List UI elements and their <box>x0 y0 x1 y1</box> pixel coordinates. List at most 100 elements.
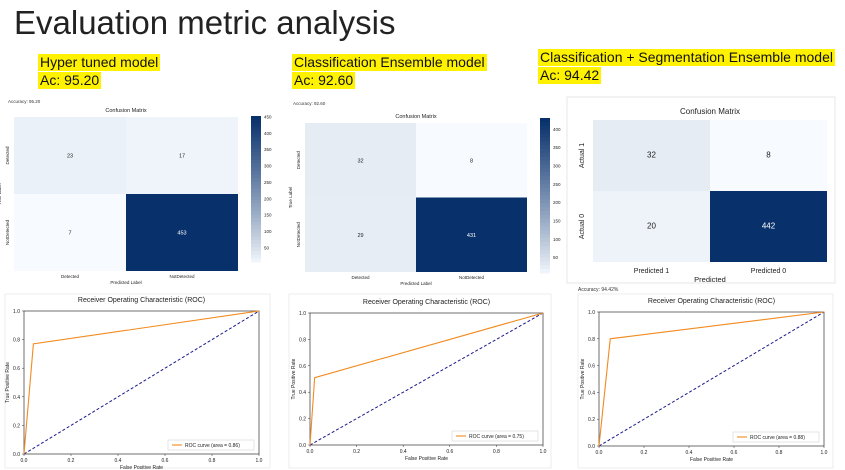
cm2-cell-value: 8 <box>470 158 473 164</box>
colorbar-segment <box>540 226 550 231</box>
cm2-cell-value: 431 <box>467 233 476 239</box>
cm3-xlabel: Predicted <box>694 275 726 284</box>
cm3-cell-value: 8 <box>766 151 771 160</box>
colorbar-segment <box>251 130 261 135</box>
colorbar-segment <box>540 133 550 138</box>
cm3-cell <box>593 191 710 262</box>
colorbar-segment <box>251 192 261 197</box>
cm2-colorbar-tick: 350 <box>553 145 561 150</box>
cm1-cell <box>14 194 126 271</box>
colorbar-segment <box>540 257 550 262</box>
roc1-ytick-label: 0.8 <box>13 338 20 344</box>
colorbar-segment <box>251 221 261 226</box>
colorbar-segment <box>251 196 261 201</box>
colorbar-segment <box>251 229 261 234</box>
roc3-ytick-label: 1.0 <box>588 310 595 316</box>
cm2-colorbar-tick: 200 <box>553 200 561 205</box>
roc1-xtick-label: 0.4 <box>115 458 122 464</box>
model-1-accuracy: Ac: 95.20 <box>38 72 102 89</box>
colorbar-segment <box>540 242 550 247</box>
roc1-frame <box>4 293 271 469</box>
cm3-xtick: Predicted 0 <box>751 268 787 275</box>
colorbar-segment <box>540 145 550 150</box>
cm2-cell <box>416 197 527 272</box>
colorbar-segment <box>251 156 261 161</box>
roc3-ytick-label: 0.8 <box>588 337 595 343</box>
cm1-ylabel: True Label <box>0 183 2 204</box>
colorbar-segment <box>540 156 550 162</box>
colorbar-segment <box>251 210 261 215</box>
colorbar-segment <box>251 236 261 241</box>
colorbar-segment <box>251 243 261 248</box>
colorbar-segment <box>540 152 550 158</box>
cm2-colorbar-tick: 50 <box>553 255 559 260</box>
cm3-cell-value: 20 <box>647 222 656 231</box>
cm1-ytick: Detected <box>5 146 10 165</box>
colorbar-segment <box>540 253 550 258</box>
model-3-accuracy: Ac: 94.42 <box>538 67 602 84</box>
model-1-name: Hyper tuned model <box>38 54 161 71</box>
cm1-colorbar-tick: 450 <box>264 114 272 119</box>
colorbar-segment <box>251 254 261 259</box>
cm2-xlabel: Predicted Label <box>400 281 431 286</box>
roc2-frame <box>288 293 552 469</box>
cm3-xtick: Predicted 1 <box>634 268 670 275</box>
colorbar-segment <box>251 185 261 190</box>
roc2-xtick-label: 1.0 <box>540 449 547 455</box>
roc1-xtick-label: 0.2 <box>68 458 75 464</box>
cm2-cell-value: 29 <box>357 233 363 239</box>
colorbar-segment <box>540 245 550 251</box>
cm1-xlabel: Predicted Label <box>110 280 141 285</box>
cm1-colorbar-tick: 250 <box>264 180 272 185</box>
roc1-legend <box>167 439 255 451</box>
colorbar-segment <box>251 159 261 164</box>
roc3-xtick-label: 0.6 <box>731 450 738 456</box>
colorbar-segment <box>251 119 261 124</box>
colorbar-segment <box>540 125 550 131</box>
roc2-ytick-label: 0.8 <box>299 337 306 343</box>
roc1-ytick-label: 0.6 <box>13 366 20 372</box>
roc2-ytick-label: 1.0 <box>299 311 306 317</box>
cm2-ytick: Detected <box>296 151 301 170</box>
roc1-ytick-label: 0.2 <box>13 423 20 429</box>
colorbar-segment <box>540 234 550 239</box>
colorbar-segment <box>540 137 550 142</box>
colorbar-segment <box>251 123 261 128</box>
cm2-colorbar-tick: 150 <box>553 218 561 223</box>
colorbar-segment <box>540 269 550 274</box>
cm3-title: Confusion Matrix <box>680 107 740 116</box>
roc3-title: Receiver Operating Characteristic (ROC) <box>648 298 775 305</box>
roc3-ylabel: True Positive Rate <box>580 358 586 399</box>
colorbar-segment <box>540 230 550 235</box>
colorbar-segment <box>251 189 261 194</box>
cm2-colorbar-tick: 100 <box>553 237 561 242</box>
colorbar-segment <box>540 238 550 243</box>
roc3-xtick-label: 0.8 <box>776 450 783 456</box>
cm1-colorbar-tick: 200 <box>264 196 272 201</box>
cm2-cell-value: 32 <box>357 158 363 164</box>
cm3-cell <box>710 120 827 191</box>
cm1-colorbar-tick: 400 <box>264 131 272 136</box>
colorbar-segment <box>540 203 550 208</box>
roc3-legend-label: ROC curve (area = 0.88) <box>750 435 805 441</box>
roc2-ylabel: True Positive Rate <box>291 358 297 399</box>
cm3-ytick: Actual 1 <box>579 143 586 168</box>
cm2-ylabel: True Label <box>288 187 293 208</box>
roc2-legend-label: ROC curve (area = 0.75) <box>469 434 524 440</box>
colorbar-segment <box>251 232 261 237</box>
roc3-legend <box>732 431 820 443</box>
roc3-ytick-label: 0.6 <box>588 364 595 370</box>
colorbar-segment <box>251 137 261 142</box>
cm1-cell <box>14 117 126 194</box>
colorbar-segment <box>251 145 261 150</box>
cm-frame-3 <box>566 96 836 284</box>
roc2-ytick-label: 0.4 <box>299 390 306 396</box>
colorbar-segment <box>540 168 550 173</box>
colorbar-segment <box>251 225 261 230</box>
colorbar-segment <box>251 207 261 212</box>
colorbar-segment <box>540 187 550 193</box>
cm1-title: Confusion Matrix <box>105 108 147 114</box>
colorbar-segment <box>540 172 550 177</box>
colorbar-segment <box>251 174 261 179</box>
